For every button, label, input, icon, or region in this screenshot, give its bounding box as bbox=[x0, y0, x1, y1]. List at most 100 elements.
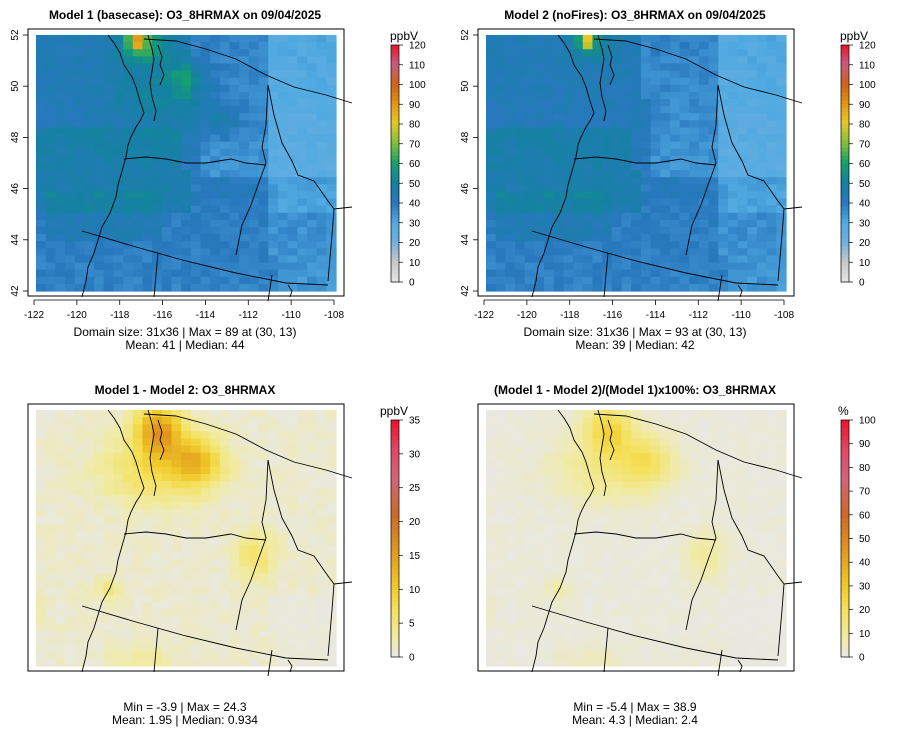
heatmap-cell bbox=[602, 580, 613, 589]
heatmap-cell bbox=[611, 42, 623, 50]
heatmap-cell bbox=[55, 488, 66, 496]
heatmap-cell bbox=[123, 84, 134, 93]
heatmap-cell bbox=[36, 630, 47, 639]
heatmap-cell bbox=[74, 410, 85, 418]
heatmap-cell bbox=[495, 148, 506, 157]
heatmap-cell bbox=[132, 616, 144, 624]
heatmap-cell bbox=[602, 502, 613, 511]
heatmap-cell bbox=[45, 566, 56, 575]
heatmap-cell bbox=[495, 580, 506, 589]
heatmap-cell bbox=[210, 91, 221, 100]
heatmap-cell bbox=[171, 255, 182, 264]
heatmap-cell bbox=[297, 573, 308, 582]
colorbar-segment bbox=[841, 502, 849, 508]
heatmap-cell bbox=[297, 474, 308, 482]
colorbar-segment bbox=[391, 104, 399, 109]
heatmap-cell bbox=[495, 630, 506, 639]
heatmap-cell bbox=[103, 495, 115, 504]
heatmap-cell bbox=[229, 459, 240, 468]
heatmap-cell bbox=[258, 552, 269, 560]
heatmap-cell bbox=[36, 616, 47, 624]
heatmap-cell bbox=[248, 262, 260, 271]
heatmap-cell bbox=[55, 84, 66, 93]
heatmap-cell bbox=[113, 438, 124, 447]
heatmap-cell bbox=[219, 227, 231, 235]
heatmap-cell bbox=[306, 99, 318, 107]
heatmap-cell bbox=[55, 91, 66, 100]
heatmap-cell bbox=[563, 49, 574, 57]
heatmap-cell bbox=[65, 438, 76, 447]
heatmap-cell bbox=[515, 452, 526, 461]
heatmap-cell bbox=[181, 77, 192, 86]
heatmap-cell bbox=[306, 424, 318, 432]
heatmap-cell bbox=[650, 113, 661, 121]
heatmap-cell bbox=[563, 70, 574, 79]
islands bbox=[607, 419, 615, 461]
colorbar-segment bbox=[841, 274, 849, 279]
heatmap-cell bbox=[171, 466, 182, 475]
heatmap-cell bbox=[152, 134, 163, 143]
heatmap-cell bbox=[229, 269, 240, 278]
heatmap-cell bbox=[200, 474, 211, 482]
heatmap-cell bbox=[621, 424, 632, 432]
heatmap-cell bbox=[718, 623, 729, 632]
heatmap-cell bbox=[248, 56, 260, 65]
heatmap-cell bbox=[766, 637, 777, 646]
heatmap-cell bbox=[524, 573, 535, 582]
heatmap-cell bbox=[524, 566, 535, 575]
heatmap-cell bbox=[515, 241, 526, 249]
heatmap-cell bbox=[631, 198, 642, 207]
heatmap-cell bbox=[316, 283, 327, 292]
heatmap-cell bbox=[495, 134, 506, 143]
heatmap-cell bbox=[515, 566, 526, 575]
canada-border bbox=[143, 38, 353, 104]
heatmap-cell bbox=[669, 227, 681, 235]
heatmap-cell bbox=[505, 269, 516, 278]
heatmap-cell bbox=[486, 587, 497, 596]
heatmap-cell bbox=[268, 177, 279, 185]
heatmap-cell bbox=[553, 106, 565, 114]
heatmap-cell bbox=[316, 205, 327, 214]
heatmap-cell bbox=[602, 616, 613, 624]
heatmap-cell bbox=[36, 141, 47, 150]
heatmap-cell bbox=[219, 84, 231, 93]
colorbar-segment bbox=[391, 199, 399, 204]
heatmap-cell bbox=[582, 163, 594, 171]
heatmap-cell bbox=[45, 276, 56, 285]
x-tick-label: -120 bbox=[67, 310, 87, 321]
heatmap-cell bbox=[650, 623, 661, 632]
heatmap-cell bbox=[776, 84, 787, 93]
heatmap-cell bbox=[582, 42, 594, 50]
heatmap-cell bbox=[718, 170, 729, 178]
colorbar-segment bbox=[841, 459, 849, 464]
heatmap-cell bbox=[326, 127, 337, 136]
heatmap-cell bbox=[495, 658, 506, 667]
heatmap-cell bbox=[573, 77, 584, 86]
heatmap-cell bbox=[515, 658, 526, 667]
heatmap-cell bbox=[297, 602, 308, 610]
heatmap-cell bbox=[229, 538, 240, 546]
heatmap-cell bbox=[563, 474, 574, 482]
heatmap-cell bbox=[573, 587, 584, 596]
colorbar-segment bbox=[841, 617, 849, 622]
heatmap-cell bbox=[524, 466, 535, 475]
heatmap-cell bbox=[650, 219, 661, 228]
heatmap-cell bbox=[766, 623, 777, 632]
heatmap-cell bbox=[190, 234, 202, 242]
heatmap-cell bbox=[326, 255, 337, 264]
heatmap-cell bbox=[737, 148, 748, 157]
heatmap-cell bbox=[171, 417, 182, 425]
heatmap-cell bbox=[268, 248, 279, 257]
heatmap-cell bbox=[737, 410, 748, 418]
heatmap-cell bbox=[45, 658, 56, 667]
heatmap-cell bbox=[756, 623, 768, 632]
x-tick-label: -122 bbox=[474, 310, 494, 321]
colorbar-segment bbox=[841, 637, 849, 642]
heatmap-cell bbox=[287, 148, 298, 157]
heatmap-cell bbox=[268, 155, 279, 164]
heatmap-cell bbox=[756, 438, 768, 447]
heatmap-cell bbox=[698, 42, 710, 50]
heatmap-cell bbox=[84, 262, 95, 271]
heatmap-cell bbox=[229, 163, 240, 171]
colorbar-segment bbox=[841, 431, 849, 437]
